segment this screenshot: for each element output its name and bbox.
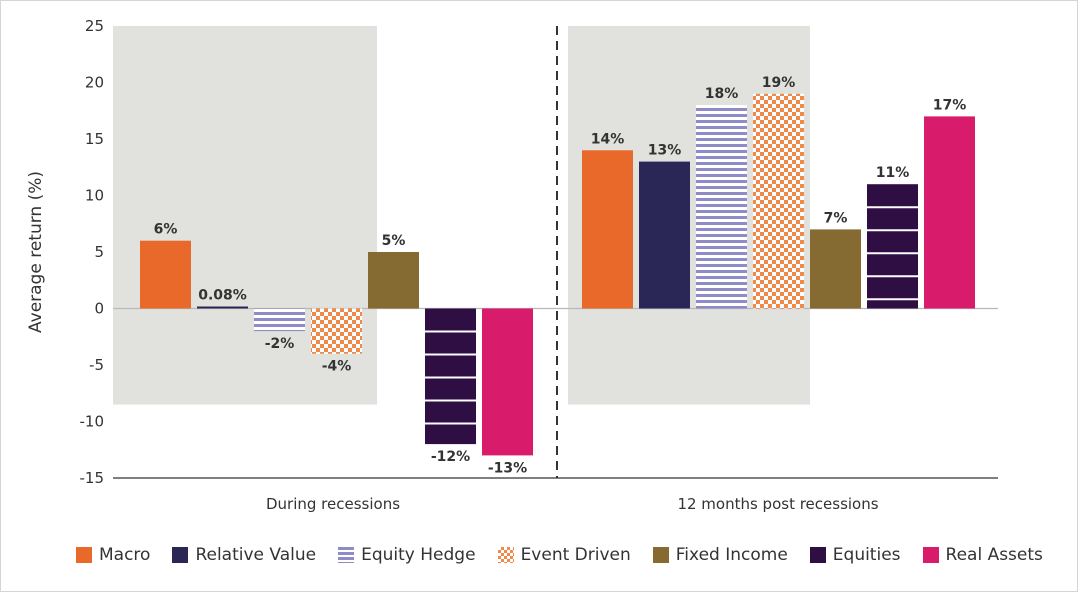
data-label: 17% [933,97,967,113]
legend-label: Event Driven [520,545,631,565]
data-label: -13% [488,460,527,476]
y-tick-label: 25 [85,17,104,35]
y-tick-label: -5 [89,356,104,374]
bar-fixed-income [810,229,861,309]
legend-label: Equities [832,545,901,565]
data-label: -4% [322,359,352,375]
legend-item-fixed-income: Fixed Income [652,545,788,565]
legend-swatch [76,547,92,563]
data-label: 5% [382,233,406,249]
bar-equity-hedge [254,308,305,332]
legend-label: Macro [99,545,151,565]
y-tick-label: 10 [85,187,104,205]
bar-real-assets [482,308,533,456]
legend-item-equity-hedge: Equity Hedge [338,545,476,565]
data-label: 11% [876,165,910,181]
legend-item-real-assets: Real Assets [922,545,1043,565]
bar-event-driven [753,93,804,309]
data-label: 0.08% [198,288,247,304]
bar-macro [582,150,633,309]
data-label: 19% [762,75,796,91]
legend-label: Equity Hedge [361,545,476,565]
y-tick-label: 5 [94,243,104,261]
y-axis-label: Average return (%) [26,171,46,333]
data-label: 18% [705,86,739,102]
category-label: 12 months post recessions [677,495,878,513]
legend-item-macro: Macro [76,545,150,565]
category-label: During recessions [266,495,400,513]
bar-relative-value [197,306,248,309]
legend-swatch [172,547,189,563]
legend-swatch [922,547,939,563]
data-label: 14% [591,131,625,147]
data-label: 6% [154,222,178,238]
bar-real-assets [924,116,975,309]
legend-label: Real Assets [945,545,1043,565]
legend-swatch [338,547,355,563]
bar-fixed-income [368,252,419,309]
bar-relative-value [639,161,690,309]
legend-label: Fixed Income [675,545,788,565]
y-tick-label: -15 [80,469,105,487]
y-tick-label: 20 [85,74,104,92]
legend-swatch [652,547,669,563]
data-label: 7% [824,210,848,226]
legend-item-equities: Equities [809,545,901,565]
legend-swatch [497,547,514,563]
y-tick-label: -10 [80,413,105,431]
legend-item-event-driven: Event Driven [497,545,631,565]
legend-label: Relative Value [195,545,317,565]
data-label: -2% [265,336,295,352]
bar-event-driven [311,308,362,354]
data-label: 13% [648,143,682,159]
bar-equities [867,184,918,309]
y-tick-label: 15 [85,130,104,148]
legend: Macro Relative Value Equity Hedge Event Dri… [76,545,1043,565]
bar-equity-hedge [696,105,747,309]
bar-macro [140,240,191,309]
legend-item-relative-value: Relative Value [172,545,316,565]
legend-swatch [809,547,826,563]
y-tick-label: 0 [94,300,104,318]
data-label: -12% [431,449,470,465]
